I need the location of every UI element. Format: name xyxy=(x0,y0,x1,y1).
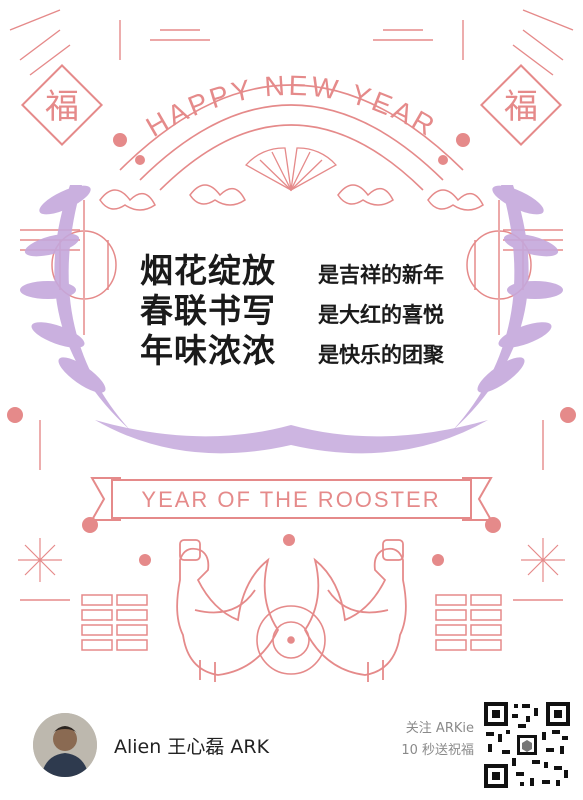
laurel-wreath xyxy=(20,185,563,430)
follow-prompt: 关注 ARKie 10 秒送祝福 xyxy=(374,718,474,762)
svg-text:福: 福 xyxy=(504,87,538,127)
follow-line-1: 关注 ARKie xyxy=(405,721,474,736)
poem-line: 春联书写 是大红的喜悦 xyxy=(140,284,470,330)
qr-code[interactable] xyxy=(482,700,572,790)
card-artwork: 福 福 HAPPY NEW YEAR xyxy=(7,9,576,682)
poem-line: 烟花绽放 是吉祥的新年 xyxy=(140,244,470,290)
rooster-left xyxy=(176,539,280,682)
poem: 烟花绽放 是吉祥的新年 春联书写 是大红的喜悦 年味浓浓 是快乐的团聚 xyxy=(140,244,470,370)
side-stacks xyxy=(81,594,502,651)
poem-main-text: 春联书写 xyxy=(140,291,276,330)
arches xyxy=(119,84,464,191)
center-flower xyxy=(256,605,326,675)
rooster-banner: YEAR OF THE ROOSTER xyxy=(90,477,493,521)
clouds xyxy=(99,184,484,211)
poem-sub-text: 是大红的喜悦 xyxy=(318,303,444,327)
happy-new-year-title: HAPPY NEW YEAR xyxy=(141,70,442,143)
rooster-right xyxy=(303,539,407,682)
fans xyxy=(244,147,338,192)
author-name: Alien 王心磊 ARK xyxy=(114,736,270,758)
footer: Alien 王心磊 ARK 关注 ARKie 10 秒送祝福 xyxy=(0,690,583,800)
poem-sub-text: 是快乐的团聚 xyxy=(318,343,444,367)
poem-main-text: 年味浓浓 xyxy=(140,331,276,370)
svg-text:YEAR OF THE ROOSTER: YEAR OF THE ROOSTER xyxy=(141,487,440,512)
poem-line: 年味浓浓 是快乐的团聚 xyxy=(140,324,470,370)
poem-main-text: 烟花绽放 xyxy=(140,251,276,290)
fu-diamond-right: 福 xyxy=(479,63,563,147)
greeting-card: 福 福 HAPPY NEW YEAR xyxy=(7,9,576,682)
svg-text:福: 福 xyxy=(45,87,79,127)
lantern-right xyxy=(466,200,532,335)
fu-diamond-left: 福 xyxy=(20,63,104,147)
person-icon xyxy=(33,713,97,777)
poem-sub-text: 是吉祥的新年 xyxy=(318,263,444,287)
follow-line-2: 10 秒送祝福 xyxy=(401,743,474,758)
avatar[interactable] xyxy=(33,713,97,777)
fireworks xyxy=(18,538,565,582)
wreath-ribbon xyxy=(95,420,488,454)
